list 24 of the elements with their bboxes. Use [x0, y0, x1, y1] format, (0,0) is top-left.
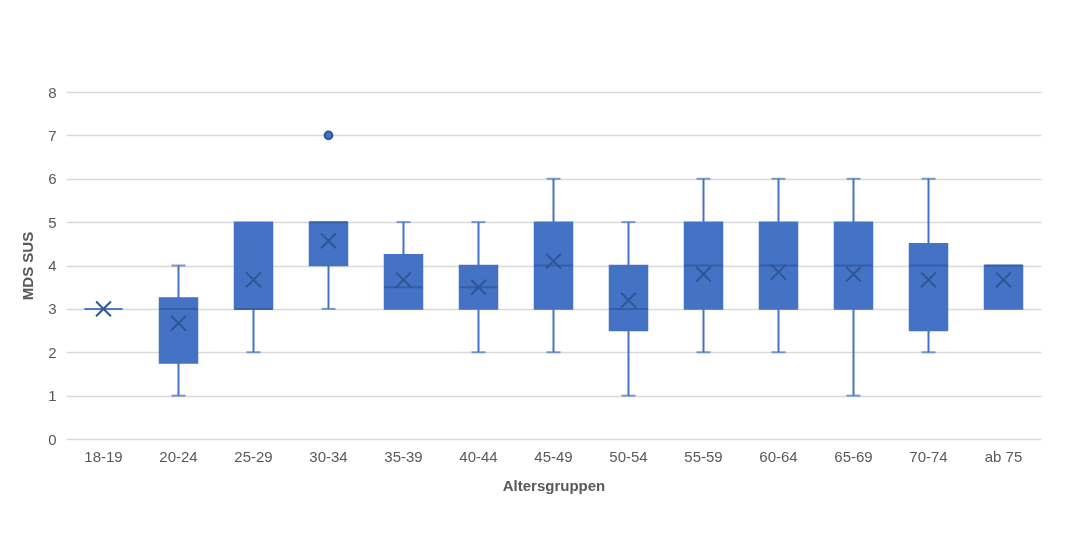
x-tick-label: 40-44 [459, 447, 498, 465]
x-tick-label: 50-54 [609, 447, 648, 465]
x-tick-label: 35-39 [384, 447, 423, 465]
x-tick-label: 60-64 [759, 447, 798, 465]
x-tick-label: 65-69 [834, 447, 873, 465]
x-tick-label: 30-34 [309, 447, 348, 465]
y-tick-label: 8 [48, 83, 57, 101]
x-tick-label: 70-74 [909, 447, 948, 465]
x-axis-title: Altersgruppen [502, 476, 606, 494]
y-axis-title: MDS SUS [19, 231, 37, 301]
y-tick-label: 7 [48, 126, 57, 144]
y-tick-label: 5 [48, 213, 57, 231]
y-tick-label: 6 [48, 170, 57, 188]
y-tick-label: 2 [48, 343, 57, 361]
x-tick-label: ab 75 [984, 447, 1023, 465]
x-tick-label: 20-24 [159, 447, 198, 465]
y-tick-label: 1 [48, 387, 57, 405]
y-tick-label: 3 [48, 300, 57, 318]
x-tick-label: 45-49 [534, 447, 573, 465]
x-tick-label: 25-29 [234, 447, 273, 465]
y-tick-label: 4 [48, 257, 57, 274]
x-tick-label: 55-59 [684, 447, 723, 465]
y-tick-label: 0 [48, 430, 57, 448]
x-tick-label: 18-19 [84, 447, 123, 465]
